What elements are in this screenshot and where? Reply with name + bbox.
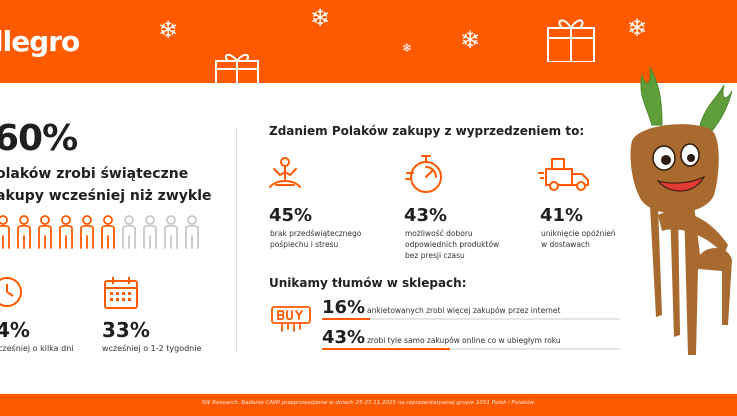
person-icon [59, 215, 73, 249]
reason-label-1: brak przedświątecznego pośpiechu i stres… [270, 228, 361, 250]
snowflake-icon: ❄ [158, 16, 179, 44]
buy-sign-icon [271, 306, 311, 332]
crowd-label-2: zrobi tyle samo zakupów online co w ubie… [367, 336, 561, 345]
timing-label-1: cześniej o kilka dni [0, 344, 74, 353]
reason-1-line-2: pośpiechu i stresu [270, 240, 339, 249]
crowd-bar-1 [322, 318, 620, 320]
snowflake-icon: ❄ [627, 14, 648, 42]
timing-percent-1: 4% [0, 318, 30, 342]
timing-percent-2: 33% [102, 318, 150, 342]
reason-3-line-1: uniknięcie opóźnień [541, 229, 616, 238]
person-icon [17, 215, 31, 249]
reasons-title: Zdaniem Polaków zakupy z wyprzedzeniem t… [269, 124, 585, 138]
person-icon [164, 215, 178, 249]
person-icon [101, 215, 115, 249]
reason-3-line-2: w dostawach [541, 240, 590, 249]
person-icon [122, 215, 136, 249]
calendar-icon [104, 277, 138, 309]
person-icon [38, 215, 52, 249]
reason-percent-1: 45% [269, 205, 313, 226]
reason-2-line-1: możliwość doboru [405, 229, 473, 238]
gift-icon [547, 19, 595, 62]
hero-description: olaków zrobi świąteczne akupy wcześniej … [0, 163, 216, 207]
crowd-bar-fill-1 [322, 318, 370, 320]
snowflake-icon: ❄ [310, 4, 331, 32]
snowflake-icon: ❄ [460, 26, 481, 54]
person-icon [80, 215, 94, 249]
reason-label-3: uniknięcie opóźnień w dostawach [541, 228, 616, 250]
stopwatch-icon [405, 155, 442, 193]
meditation-icon [269, 157, 301, 188]
reason-percent-2: 43% [404, 205, 448, 226]
hero-percent: 60% [0, 118, 78, 159]
gift-icon [215, 54, 259, 83]
header-banner: llegro ❄ ❄ ❄ ❄ ❄ [0, 0, 737, 83]
hero-line-1: olaków zrobi świąteczne [0, 166, 189, 182]
person-icon [143, 215, 157, 249]
reason-percent-3: 41% [540, 205, 584, 226]
crowd-bar-2 [322, 348, 620, 350]
reason-2-line-3: bez presji czasu [405, 251, 465, 260]
brand-logo[interactable]: llegro [0, 25, 80, 58]
crowd-label-1: ankietowanych zrobi więcej zakupów przez… [367, 306, 561, 315]
reason-1-line-1: brak przedświątecznego [270, 229, 362, 238]
reason-2-line-2: odpowiednich produktów [405, 240, 500, 249]
clock-icon [0, 277, 22, 307]
crowd-bar-fill-2 [322, 348, 451, 350]
footer-bar: SW Research. Badanie CAWI przeprowadzone… [0, 394, 737, 416]
reindeer-illustration [630, 66, 733, 355]
crowd-percent-2: 43% [322, 327, 366, 348]
delivery-truck-icon [538, 158, 589, 191]
people-pictogram [0, 214, 201, 250]
timing-label-2: wcześniej o 1-2 tygodnie [102, 344, 202, 353]
footer-note: SW Research. Badanie CAWI przeprowadzone… [201, 400, 536, 406]
crowds-title: Unikamy tłumów w sklepach: [269, 276, 467, 290]
reason-label-2: możliwość doboru odpowiednich produktów … [405, 228, 499, 261]
crowd-percent-1: 16% [322, 297, 366, 318]
person-icon [0, 215, 10, 249]
snowflake-icon: ❄ [402, 41, 413, 55]
section-divider [236, 128, 237, 352]
hero-line-2: akupy wcześniej niż zwykle [0, 188, 212, 204]
person-icon [185, 215, 199, 249]
